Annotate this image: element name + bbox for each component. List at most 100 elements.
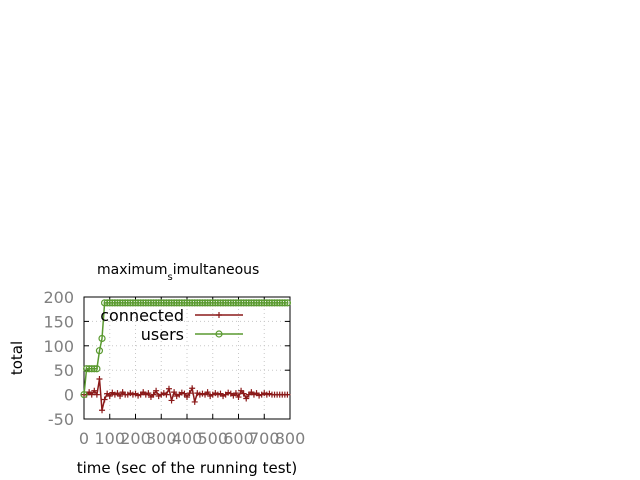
y-tick-label: -50 xyxy=(48,410,74,429)
point-users xyxy=(152,299,160,307)
point-users xyxy=(211,299,219,307)
point-users xyxy=(149,299,158,307)
point-connected xyxy=(191,398,198,405)
point-connected xyxy=(186,390,193,397)
point-users xyxy=(240,299,248,307)
point-users xyxy=(255,299,263,307)
legend-label-connected: connected xyxy=(100,306,184,325)
x-tick-label: 700 xyxy=(249,429,280,448)
point-connected xyxy=(117,393,124,400)
y-tick-label: 50 xyxy=(54,361,74,380)
y-axis-label: total xyxy=(8,341,26,375)
point-users xyxy=(167,299,176,307)
x-tick-label: 300 xyxy=(146,429,177,448)
point-users xyxy=(227,299,235,307)
point-users xyxy=(276,299,284,307)
point-users xyxy=(270,299,279,307)
point-users xyxy=(85,365,93,373)
point-connected xyxy=(163,391,170,398)
point-users xyxy=(281,299,289,307)
x-tick-label: 400 xyxy=(172,429,203,448)
legend-marker-connected xyxy=(216,312,222,318)
point-connected xyxy=(204,389,211,396)
point-users xyxy=(88,365,96,373)
point-users xyxy=(268,299,276,307)
point-users xyxy=(142,299,150,307)
point-users xyxy=(198,299,207,307)
point-users xyxy=(121,299,129,307)
point-users xyxy=(204,299,212,307)
point-users xyxy=(222,299,230,307)
point-users xyxy=(144,299,152,307)
point-users xyxy=(82,365,91,373)
point-users xyxy=(219,299,227,307)
point-users xyxy=(201,299,209,307)
point-users xyxy=(131,299,140,307)
x-tick-label: 600 xyxy=(223,429,254,448)
point-users xyxy=(165,299,173,307)
point-users xyxy=(252,299,261,307)
point-users xyxy=(278,299,286,307)
point-users xyxy=(234,299,243,307)
x-tick-label: 200 xyxy=(120,429,151,448)
point-users xyxy=(111,299,119,307)
legend-marker-users xyxy=(215,330,223,338)
point-users xyxy=(90,365,98,373)
point-users xyxy=(263,299,271,307)
point-users xyxy=(134,299,142,307)
point-users xyxy=(100,299,109,307)
x-axis-label: time (sec of the running test) xyxy=(77,459,298,477)
point-users xyxy=(245,299,253,307)
point-users xyxy=(137,299,145,307)
point-users xyxy=(232,299,240,307)
y-tick-label: 100 xyxy=(43,337,74,356)
point-users xyxy=(139,299,147,307)
point-users xyxy=(258,299,266,307)
point-users xyxy=(206,299,214,307)
point-connected xyxy=(243,395,250,402)
point-users xyxy=(260,299,268,307)
point-users xyxy=(129,299,137,307)
point-connected xyxy=(106,393,113,400)
point-users xyxy=(224,299,232,307)
point-users xyxy=(216,299,225,307)
legend-label-users: users xyxy=(141,325,184,344)
point-users xyxy=(237,299,245,307)
point-connected xyxy=(189,385,196,392)
point-connected xyxy=(235,394,242,401)
y-tick-label: 0 xyxy=(64,386,74,405)
point-users xyxy=(126,299,134,307)
y-tick-label: 150 xyxy=(43,312,74,331)
point-connected xyxy=(145,390,152,397)
point-connected xyxy=(101,396,108,403)
series-group xyxy=(80,299,292,414)
point-users xyxy=(183,299,191,307)
point-connected xyxy=(184,394,190,401)
point-connected xyxy=(153,387,160,394)
point-users xyxy=(113,299,122,307)
point-users xyxy=(209,299,217,307)
point-users xyxy=(80,391,88,399)
point-users xyxy=(106,299,114,307)
point-users xyxy=(147,299,155,307)
point-users xyxy=(124,299,132,307)
point-connected xyxy=(150,391,157,398)
point-users xyxy=(273,299,281,307)
point-users xyxy=(170,299,178,307)
point-users xyxy=(119,299,127,307)
point-users xyxy=(173,299,181,307)
point-users xyxy=(191,299,199,307)
point-users xyxy=(175,299,183,307)
x-tick-label: 800 xyxy=(275,429,306,448)
y-tick-label: 200 xyxy=(43,288,74,307)
point-users xyxy=(242,299,250,307)
point-users xyxy=(93,365,101,373)
point-users xyxy=(178,299,186,307)
point-users xyxy=(108,299,116,307)
point-users xyxy=(283,299,292,307)
point-users xyxy=(103,299,111,307)
point-connected xyxy=(232,390,239,397)
x-tick-label: 500 xyxy=(197,429,228,448)
point-users xyxy=(196,299,204,307)
